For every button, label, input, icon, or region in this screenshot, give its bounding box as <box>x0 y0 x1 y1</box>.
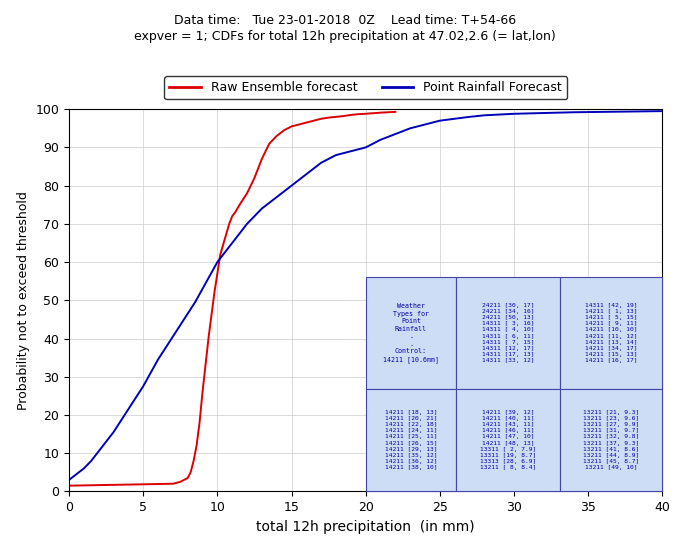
Point Rainfall Forecast <box>658 108 667 115</box>
Raw Ensemble forecast <box>228 213 236 219</box>
Raw Ensemble forecast <box>347 112 355 118</box>
Raw Ensemble forecast <box>221 236 229 242</box>
Raw Ensemble forecast <box>362 110 370 117</box>
Raw Ensemble forecast <box>213 270 221 277</box>
Raw Ensemble forecast <box>65 483 73 489</box>
Raw Ensemble forecast <box>317 116 326 122</box>
Raw Ensemble forecast <box>391 109 400 115</box>
Point Rainfall Forecast <box>377 136 385 143</box>
Text: expver = 1; CDFs for total 12h precipitation at 47.02,2.6 (= lat,lon): expver = 1; CDFs for total 12h precipita… <box>134 30 556 43</box>
Raw Ensemble forecast <box>207 312 215 319</box>
Raw Ensemble forecast <box>216 251 224 258</box>
Text: Data time:   Tue 23-01-2018  0Z    Lead time: T+54-66: Data time: Tue 23-01-2018 0Z Lead time: … <box>174 14 516 27</box>
Point Rainfall Forecast <box>213 259 221 265</box>
Point Rainfall Forecast <box>65 477 73 483</box>
Raw Ensemble forecast <box>265 140 273 147</box>
Line: Raw Ensemble forecast: Raw Ensemble forecast <box>69 112 395 486</box>
Point Rainfall Forecast <box>332 152 340 158</box>
Raw Ensemble forecast <box>302 120 311 126</box>
Raw Ensemble forecast <box>235 201 244 208</box>
Raw Ensemble forecast <box>243 190 251 197</box>
Point Rainfall Forecast <box>72 471 81 477</box>
Raw Ensemble forecast <box>250 175 259 181</box>
Raw Ensemble forecast <box>201 362 210 369</box>
Raw Ensemble forecast <box>199 389 207 395</box>
Raw Ensemble forecast <box>366 110 374 117</box>
Raw Ensemble forecast <box>168 480 177 487</box>
Line: Point Rainfall Forecast: Point Rainfall Forecast <box>69 111 662 480</box>
Raw Ensemble forecast <box>295 121 303 128</box>
Point Rainfall Forecast <box>317 159 326 166</box>
Raw Ensemble forecast <box>339 113 348 120</box>
Raw Ensemble forecast <box>372 110 380 116</box>
Raw Ensemble forecast <box>204 335 213 342</box>
Raw Ensemble forecast <box>210 289 219 296</box>
Raw Ensemble forecast <box>225 221 233 227</box>
Raw Ensemble forecast <box>280 127 288 134</box>
Raw Ensemble forecast <box>190 458 198 464</box>
Raw Ensemble forecast <box>310 117 318 124</box>
X-axis label: total 12h precipitation  (in mm): total 12h precipitation (in mm) <box>257 520 475 533</box>
Raw Ensemble forecast <box>258 156 266 162</box>
Raw Ensemble forecast <box>287 123 295 130</box>
Point Rainfall Forecast <box>295 177 303 183</box>
Raw Ensemble forecast <box>354 111 362 117</box>
Y-axis label: Probability not to exceed threshold: Probability not to exceed threshold <box>17 191 30 410</box>
Raw Ensemble forecast <box>195 419 204 426</box>
Raw Ensemble forecast <box>184 474 192 482</box>
Legend: Raw Ensemble forecast, Point Rainfall Forecast: Raw Ensemble forecast, Point Rainfall Fo… <box>164 76 567 99</box>
Raw Ensemble forecast <box>377 109 385 116</box>
Raw Ensemble forecast <box>273 133 281 139</box>
Raw Ensemble forecast <box>176 478 184 485</box>
Raw Ensemble forecast <box>332 114 340 120</box>
Raw Ensemble forecast <box>231 209 239 216</box>
Raw Ensemble forecast <box>193 442 201 449</box>
Raw Ensemble forecast <box>186 469 195 476</box>
Raw Ensemble forecast <box>324 114 333 121</box>
